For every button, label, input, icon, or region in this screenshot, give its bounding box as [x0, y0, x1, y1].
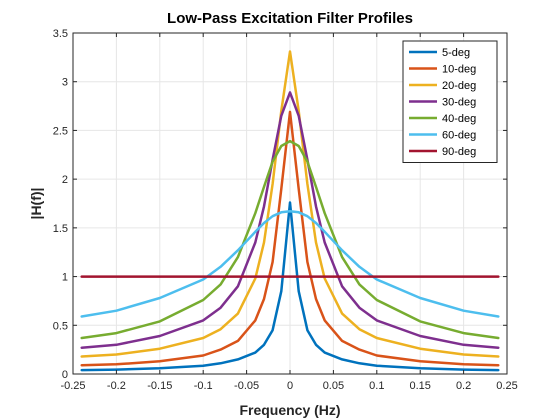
- series-line-10-deg: [80, 110, 500, 367]
- legend: 5-deg 10-deg 20-deg 30-deg 40-deg 60-deg 90-de…: [402, 40, 498, 163]
- x-tick-label: 0: [287, 380, 293, 392]
- x-tick-label: 0.2: [456, 380, 471, 392]
- y-tick-label: 0: [62, 369, 68, 381]
- y-tick-label: 1.5: [53, 223, 68, 235]
- x-tick-label: -0.25: [60, 380, 85, 392]
- y-tick-label: 2: [62, 174, 68, 186]
- legend-label-5-deg: 5-deg: [442, 47, 470, 59]
- x-tick-label: -0.2: [107, 380, 126, 392]
- series-line-5-deg: [80, 201, 500, 372]
- x-tick-label: 0.25: [496, 380, 517, 392]
- legend-label-10-deg: 10-deg: [442, 64, 476, 76]
- y-tick-label: 3: [62, 77, 68, 89]
- legend-label-90-deg: 90-deg: [442, 146, 476, 158]
- series-line-20-deg: [80, 50, 500, 358]
- x-tick-label: 0.15: [409, 380, 430, 392]
- legend-label-60-deg: 60-deg: [442, 130, 476, 142]
- y-tick-label: 0.5: [53, 320, 68, 332]
- series-line-60-deg: [80, 210, 500, 318]
- x-tick-label: -0.15: [147, 380, 172, 392]
- y-axis-label: |H(f)|: [28, 188, 44, 220]
- y-tick-label: 2.5: [53, 125, 68, 137]
- series-line-40-deg: [80, 139, 500, 340]
- ticks: -0.25 -0.2 -0.15 -0.1 -0.05 0 0.05 0.1 0.15 0.2 0.…: [53, 28, 518, 392]
- x-tick-label: 0.05: [323, 380, 344, 392]
- x-tick-label: 0.1: [369, 380, 384, 392]
- legend-label-20-deg: 20-deg: [442, 80, 476, 92]
- x-axis-label: Frequency (Hz): [239, 402, 340, 418]
- series-line-30-deg: [80, 91, 500, 349]
- y-tick-label: 3.5: [53, 28, 68, 40]
- x-tick-label: -0.05: [234, 380, 259, 392]
- legend-label-30-deg: 30-deg: [442, 97, 476, 109]
- chart-title: Low-Pass Excitation Filter Profiles: [167, 10, 413, 27]
- series-layer: [80, 50, 500, 372]
- x-tick-label: -0.1: [194, 380, 213, 392]
- y-tick-label: 1: [62, 272, 68, 284]
- legend-label-40-deg: 40-deg: [442, 113, 476, 125]
